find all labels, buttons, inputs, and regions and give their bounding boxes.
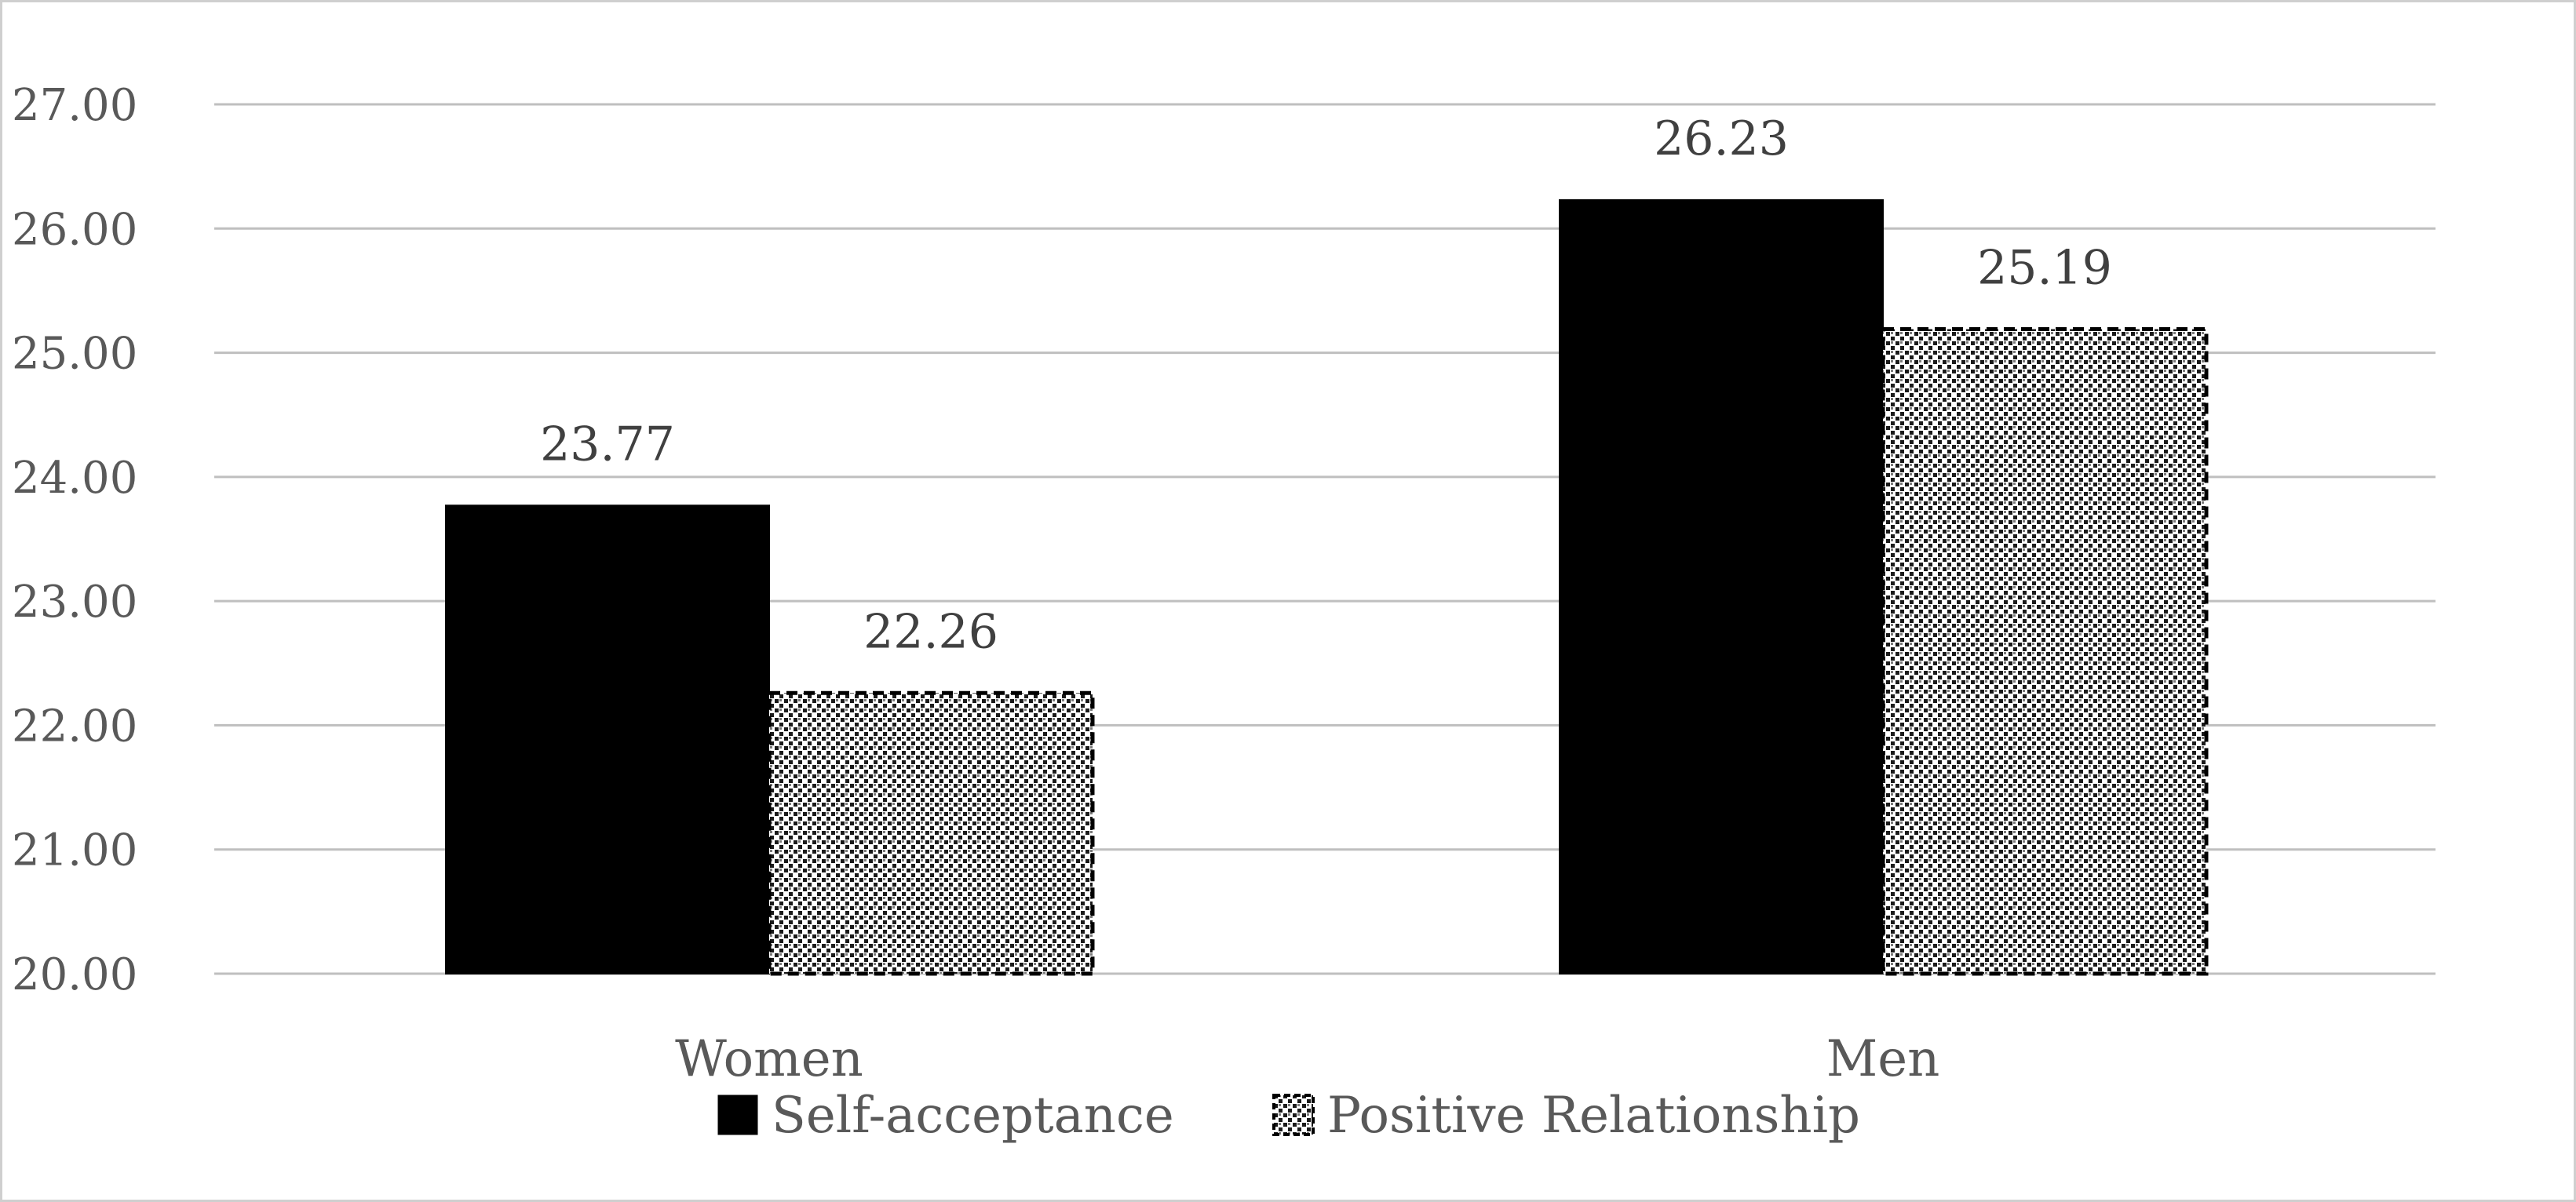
data-label: 25.19 — [1977, 240, 2112, 295]
legend: Self-acceptance Positive Relationship — [717, 1087, 1860, 1145]
data-label: 26.23 — [1654, 111, 1789, 166]
legend-swatch-positive-relationship — [1272, 1094, 1315, 1136]
y-tick-label: 27.00 — [12, 80, 137, 131]
y-tick-label: 23.00 — [12, 577, 137, 628]
y-tick-label: 25.00 — [12, 329, 137, 380]
bar-self-acceptance-men — [1559, 199, 1884, 974]
x-category-label: Men — [1826, 1030, 1940, 1088]
x-category-label: Women — [675, 1030, 863, 1088]
y-tick-label: 21.00 — [12, 825, 137, 876]
y-tick-label: 24.00 — [12, 453, 137, 504]
x-axis-categories: Women Men — [675, 1030, 1939, 1088]
bars — [445, 199, 2209, 976]
y-axis-ticks: 20.00 21.00 22.00 23.00 24.00 25.00 26.00 27.00 — [12, 80, 137, 1000]
data-label: 23.77 — [540, 417, 675, 472]
data-labels: 23.77 22.26 26.23 25.19 — [540, 111, 2112, 659]
y-tick-label: 22.00 — [12, 701, 137, 752]
y-tick-label: 20.00 — [12, 949, 137, 1000]
bar-self-acceptance-women — [445, 504, 770, 974]
y-tick-label: 26.00 — [12, 204, 137, 255]
bar-positive-relationship-women — [767, 690, 1095, 976]
legend-label: Self-acceptance — [772, 1087, 1174, 1145]
legend-label: Positive Relationship — [1327, 1087, 1860, 1145]
bar-positive-relationship-men — [1881, 326, 2209, 976]
data-label: 22.26 — [863, 604, 998, 659]
legend-swatch-self-acceptance — [717, 1095, 758, 1135]
